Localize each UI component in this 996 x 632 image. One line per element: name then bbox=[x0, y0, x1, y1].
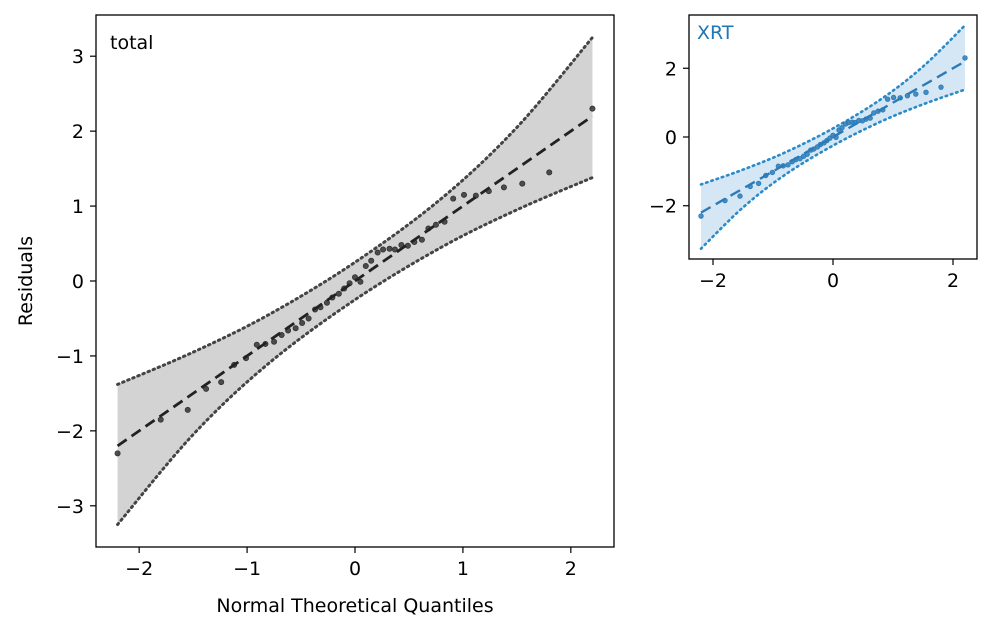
y-tick-label: 0 bbox=[665, 127, 677, 149]
data-point bbox=[380, 246, 387, 253]
panel-xrt: −2 0 2 −2 0 2 XRT bbox=[649, 14, 978, 292]
data-point bbox=[335, 290, 342, 297]
data-point bbox=[218, 379, 225, 386]
x-tick-label: 2 bbox=[565, 558, 577, 580]
x-tick-label: −2 bbox=[125, 558, 153, 580]
y-axis-title: Residuals bbox=[15, 236, 37, 326]
data-point bbox=[962, 55, 968, 61]
x-tick-label: 1 bbox=[457, 558, 469, 580]
data-point bbox=[432, 221, 439, 228]
data-point bbox=[769, 169, 776, 176]
data-point bbox=[357, 278, 364, 285]
data-point bbox=[203, 385, 210, 392]
data-point bbox=[698, 213, 704, 219]
confidence-band-upper bbox=[699, 24, 967, 186]
x-tick-label: 0 bbox=[827, 270, 839, 292]
data-point bbox=[785, 162, 791, 168]
y-tick-label: 1 bbox=[72, 196, 84, 218]
data-point bbox=[253, 341, 260, 348]
data-point bbox=[913, 91, 919, 97]
data-point bbox=[299, 319, 306, 326]
data-point bbox=[737, 193, 743, 199]
data-point bbox=[305, 315, 312, 322]
data-point bbox=[884, 96, 891, 102]
panel-total-yticks: −3 −2 −1 0 1 2 3 bbox=[56, 46, 96, 518]
data-point bbox=[500, 184, 507, 191]
data-point bbox=[519, 180, 526, 187]
data-point bbox=[546, 169, 553, 176]
y-tick-label: −2 bbox=[649, 196, 677, 218]
data-point bbox=[157, 416, 164, 423]
data-point bbox=[938, 84, 944, 90]
panel-xrt-xticks: −2 0 2 bbox=[699, 259, 959, 292]
confidence-band-lower bbox=[699, 88, 967, 250]
data-point bbox=[589, 105, 596, 112]
data-point bbox=[755, 180, 762, 187]
fit-line bbox=[116, 115, 594, 447]
data-point bbox=[292, 325, 299, 332]
panel-total-xticks: −2 −1 0 1 2 bbox=[125, 547, 577, 580]
data-point bbox=[404, 242, 411, 249]
y-tick-label: −3 bbox=[56, 496, 84, 518]
data-point bbox=[418, 236, 425, 243]
data-point bbox=[271, 338, 278, 345]
data-point bbox=[114, 450, 121, 457]
data-point bbox=[460, 191, 467, 198]
y-tick-label: 3 bbox=[72, 46, 84, 68]
data-point bbox=[890, 94, 897, 101]
confidence-band-upper bbox=[116, 35, 594, 386]
panel-total-line-layer bbox=[116, 115, 594, 447]
panel-xrt-yticks: −2 0 2 bbox=[649, 58, 689, 218]
y-tick-label: 2 bbox=[665, 58, 677, 80]
y-tick-label: 0 bbox=[72, 271, 84, 293]
confidence-band-lower bbox=[116, 176, 594, 527]
x-tick-label: 2 bbox=[947, 270, 959, 292]
x-axis-title: Normal Theoretical Quantiles bbox=[216, 595, 493, 617]
x-tick-label: −2 bbox=[699, 270, 727, 292]
data-point bbox=[839, 125, 845, 131]
x-tick-label: 0 bbox=[349, 558, 361, 580]
data-point bbox=[450, 195, 457, 202]
data-point bbox=[386, 245, 393, 252]
panel-xrt-label: XRT bbox=[697, 22, 734, 44]
y-tick-label: −2 bbox=[56, 421, 84, 443]
data-point bbox=[923, 89, 929, 96]
data-point bbox=[184, 406, 191, 413]
data-point bbox=[374, 249, 381, 256]
panel-total-label: total bbox=[110, 32, 153, 54]
x-tick-label: −1 bbox=[233, 558, 261, 580]
panel-total-points-layer bbox=[114, 105, 596, 457]
panel-total: −2 −1 0 1 2 −3 −2 −1 0 1 2 3 total Normal Theoreti… bbox=[15, 14, 615, 617]
data-point bbox=[368, 257, 375, 264]
data-point bbox=[362, 263, 369, 270]
y-tick-label: −1 bbox=[56, 346, 84, 368]
y-tick-label: 2 bbox=[72, 121, 84, 143]
